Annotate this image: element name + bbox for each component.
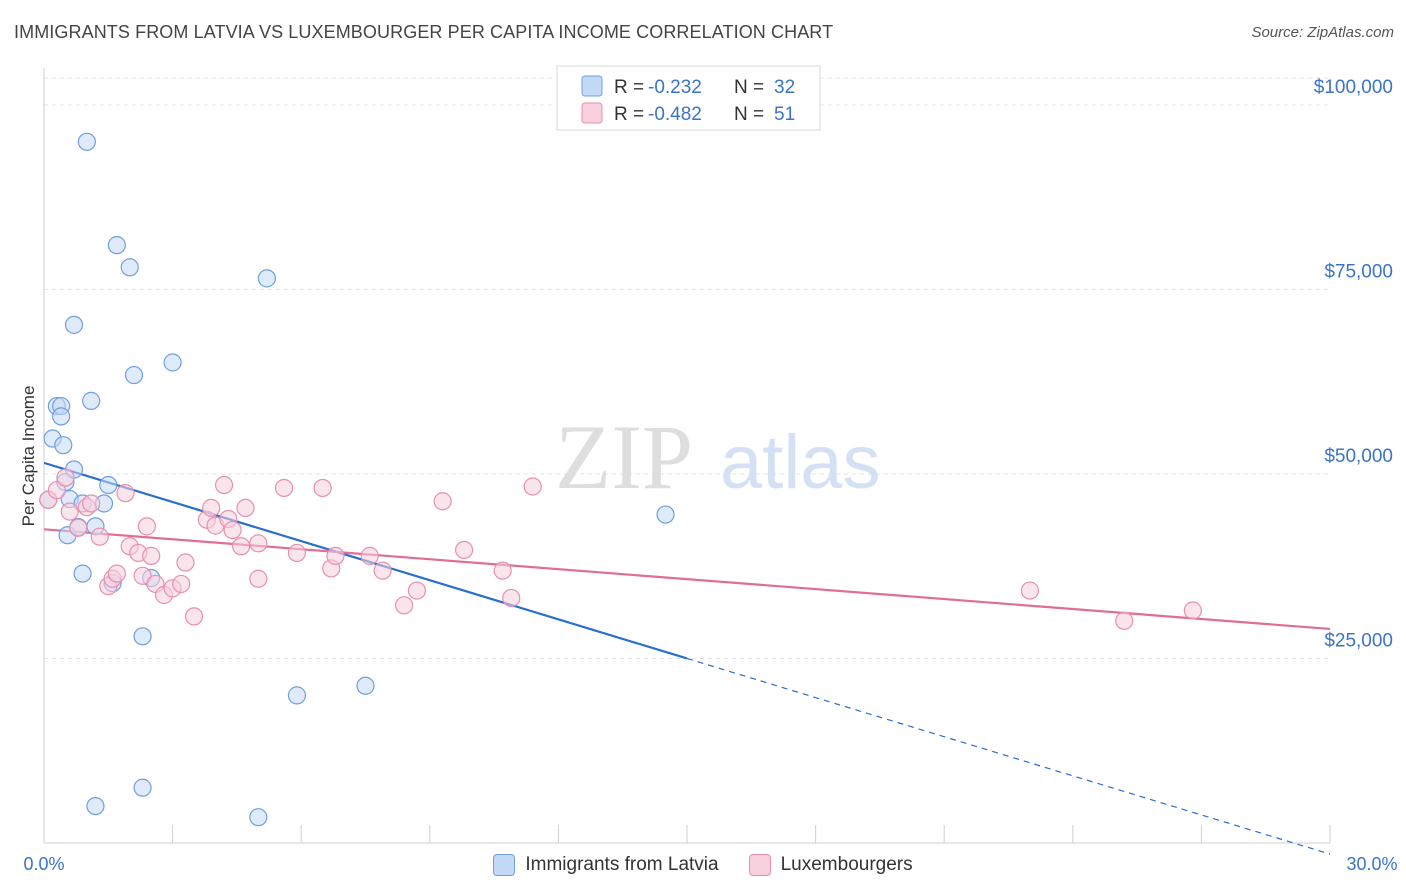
point-luxembourgers-3 — [60, 502, 79, 521]
point-luxembourgers-31 — [249, 569, 268, 588]
point-latvia-24 — [163, 353, 182, 372]
point-luxembourgers-21 — [176, 553, 195, 572]
y-tick-label-3: $100,000 — [1314, 77, 1393, 98]
point-luxembourgers-47 — [1020, 581, 1040, 600]
legend-n-label-luxembourgers: N = — [734, 104, 764, 125]
point-luxembourgers-32 — [249, 534, 268, 553]
legend-n-value-luxembourgers: 51 — [774, 104, 795, 125]
point-luxembourgers-22 — [184, 607, 204, 626]
point-luxembourgers-6 — [82, 494, 101, 513]
point-luxembourgers-49 — [1183, 601, 1202, 620]
point-luxembourgers-41 — [407, 581, 427, 600]
legend-swatch-luxembourgers-bottom — [748, 854, 771, 876]
legend-item-luxembourgers[interactable]: Luxembourgers — [748, 854, 913, 876]
point-luxembourgers-26 — [214, 475, 234, 495]
y-tick-label-0: $25,000 — [1324, 630, 1393, 651]
legend-r-label-latvia: R = — [614, 77, 644, 98]
point-luxembourgers-45 — [502, 588, 521, 608]
point-luxembourgers-44 — [493, 561, 512, 580]
legend-item-latvia[interactable]: Immigrants from Latvia — [493, 854, 719, 876]
point-luxembourgers-4 — [69, 518, 88, 537]
trend-line-extension-0 — [686, 657, 1331, 855]
point-latvia-26 — [287, 686, 307, 705]
point-luxembourgers-48 — [1115, 611, 1134, 630]
series-legend: Immigrants from Latvia Luxembourgers — [0, 850, 1406, 880]
point-luxembourgers-20 — [172, 574, 191, 594]
point-luxembourgers-29 — [232, 537, 251, 556]
y-axis-title: Per Capita Income — [19, 386, 38, 527]
point-luxembourgers-39 — [373, 561, 392, 580]
point-latvia-27 — [356, 676, 375, 695]
point-luxembourgers-46 — [523, 477, 542, 496]
point-luxembourgers-28 — [223, 520, 242, 540]
point-latvia-22 — [133, 627, 152, 646]
point-latvia-19 — [107, 236, 126, 255]
point-latvia-5 — [54, 436, 73, 455]
point-luxembourgers-33 — [274, 478, 294, 498]
point-latvia-21 — [124, 365, 144, 385]
legend-r-value-luxembourgers: -0.482 — [648, 104, 702, 125]
grid-lines — [44, 77, 1330, 659]
point-luxembourgers-40 — [394, 596, 414, 615]
point-latvia-30 — [86, 796, 105, 816]
point-luxembourgers-14 — [133, 566, 152, 585]
point-latvia-28 — [656, 505, 675, 524]
legend-r-label-luxembourgers: R = — [614, 104, 644, 125]
x-ticks — [43, 825, 1331, 843]
source-label: Source: ZipAtlas.com — [1251, 24, 1394, 41]
point-luxembourgers-15 — [137, 517, 156, 536]
y-tick-label-2: $75,000 — [1324, 261, 1393, 282]
data-points — [39, 132, 1202, 827]
point-latvia-10 — [64, 315, 84, 334]
point-luxembourgers-35 — [313, 478, 332, 498]
x-max-label: 30.0% — [1346, 854, 1397, 874]
legend-r-value-latvia: -0.232 — [648, 77, 702, 98]
watermark-atlas: atlas — [720, 420, 881, 505]
point-luxembourgers-30 — [236, 498, 255, 518]
point-luxembourgers-38 — [360, 546, 379, 565]
point-luxembourgers-10 — [107, 564, 126, 583]
legend-swatch-latvia — [581, 75, 603, 97]
legend-swatch-latvia-bottom — [493, 854, 516, 876]
point-latvia-14 — [82, 391, 101, 410]
watermark: ZIP atlas — [555, 406, 881, 508]
point-latvia-25 — [257, 269, 277, 288]
point-luxembourgers-11 — [116, 484, 135, 503]
point-latvia-17 — [99, 475, 118, 495]
point-luxembourgers-1 — [47, 481, 66, 500]
point-luxembourgers-24 — [202, 498, 221, 518]
y-tick-labels: $25,000 $50,000 $75,000 $100,000 — [1314, 77, 1393, 652]
legend-label-latvia: Immigrants from Latvia — [525, 854, 719, 875]
point-luxembourgers-2 — [56, 468, 75, 487]
x-min-label: 0.0% — [23, 854, 64, 874]
point-luxembourgers-34 — [287, 543, 307, 563]
point-latvia-4 — [52, 407, 71, 426]
point-luxembourgers-43 — [454, 540, 474, 560]
point-latvia-13 — [77, 132, 96, 151]
watermark-zip: ZIP — [555, 406, 693, 508]
legend-n-value-latvia: 32 — [774, 77, 795, 98]
point-luxembourgers-7 — [90, 527, 109, 546]
point-latvia-31 — [133, 778, 152, 797]
legend-swatch-luxembourgers — [581, 102, 603, 124]
chart-title: IMMIGRANTS FROM LATVIA VS LUXEMBOURGER P… — [14, 22, 834, 42]
legend-n-label-latvia: N = — [734, 77, 764, 98]
point-latvia-20 — [120, 258, 139, 277]
point-latvia-29 — [73, 564, 92, 583]
legend-label-luxembourgers: Luxembourgers — [780, 854, 913, 875]
stats-legend: R = -0.232 N = 32 R = -0.482 N = 51 — [556, 65, 821, 131]
point-luxembourgers-16 — [142, 546, 161, 565]
point-luxembourgers-42 — [433, 492, 452, 511]
point-luxembourgers-37 — [326, 546, 345, 565]
point-latvia-32 — [249, 808, 268, 827]
y-tick-label-1: $50,000 — [1324, 446, 1393, 467]
